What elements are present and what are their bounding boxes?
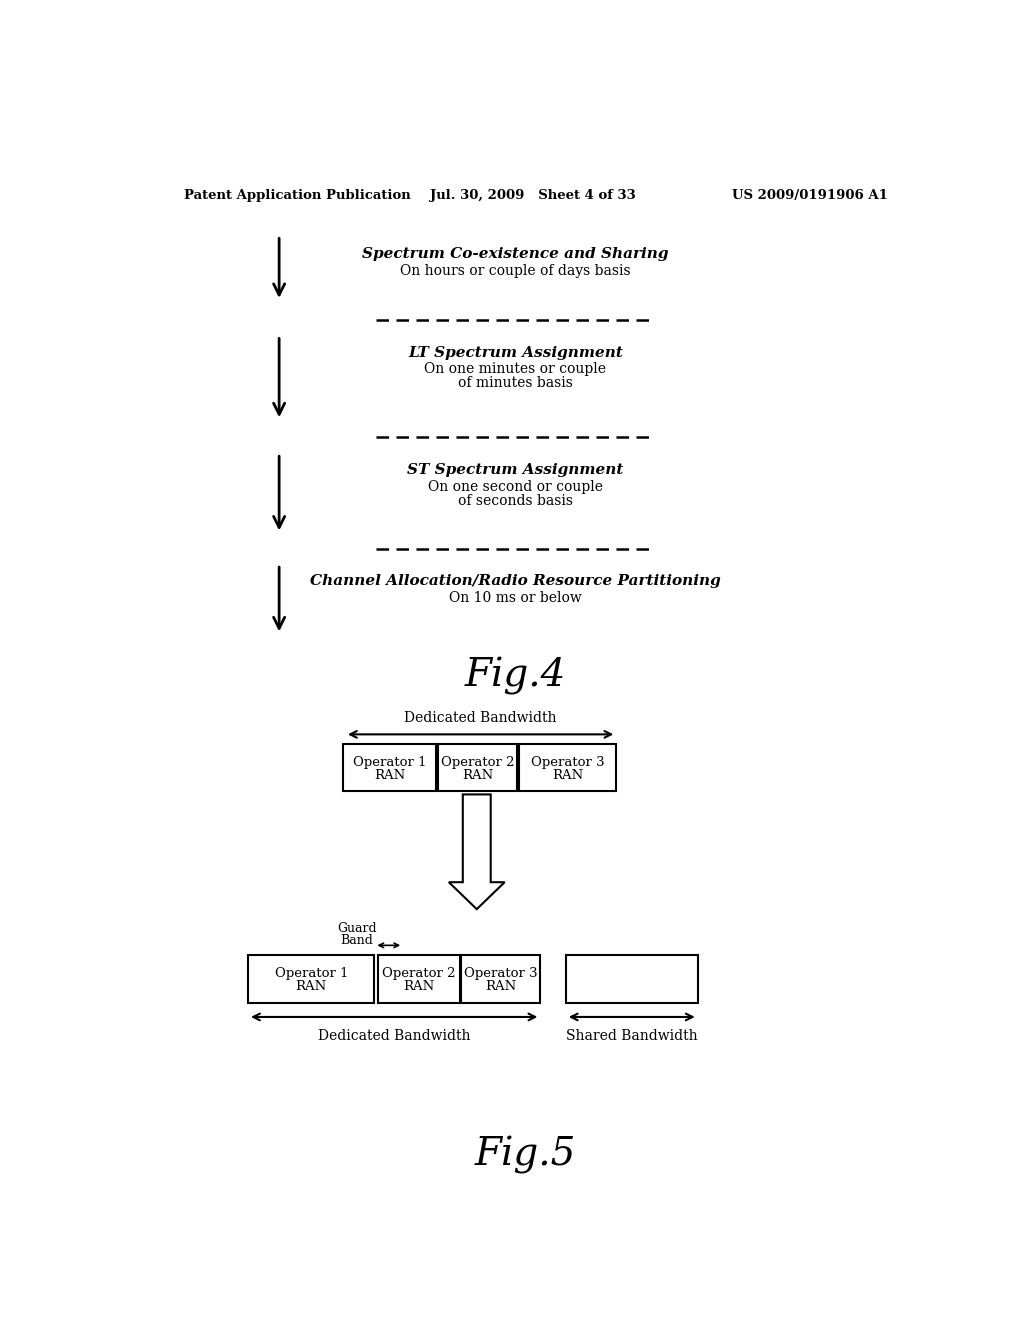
Text: Dedicated Bandwidth: Dedicated Bandwidth bbox=[404, 711, 557, 725]
Text: Operator 1: Operator 1 bbox=[353, 755, 427, 768]
Text: On 10 ms or below: On 10 ms or below bbox=[450, 591, 582, 605]
Bar bbox=[438, 743, 517, 792]
Bar bbox=[378, 956, 460, 1003]
Text: Operator 3: Operator 3 bbox=[530, 755, 604, 768]
Text: On one minutes or couple: On one minutes or couple bbox=[425, 363, 606, 376]
Text: US 2009/0191906 A1: US 2009/0191906 A1 bbox=[732, 189, 889, 202]
Text: Fig.4: Fig.4 bbox=[465, 657, 566, 696]
Text: RAN: RAN bbox=[296, 981, 327, 994]
Text: Operator 2: Operator 2 bbox=[440, 755, 514, 768]
Text: On hours or couple of days basis: On hours or couple of days basis bbox=[400, 264, 631, 279]
Text: Patent Application Publication: Patent Application Publication bbox=[183, 189, 411, 202]
Text: On one second or couple: On one second or couple bbox=[428, 480, 603, 494]
Text: Operator 1: Operator 1 bbox=[274, 968, 348, 981]
Bar bbox=[461, 956, 541, 1003]
Text: of seconds basis: of seconds basis bbox=[458, 494, 573, 508]
Text: Operator 3: Operator 3 bbox=[464, 968, 538, 981]
Text: Spectrum Co-existence and Sharing: Spectrum Co-existence and Sharing bbox=[362, 247, 669, 261]
Text: Jul. 30, 2009   Sheet 4 of 33: Jul. 30, 2009 Sheet 4 of 33 bbox=[430, 189, 636, 202]
Text: RAN: RAN bbox=[403, 981, 434, 994]
Text: of minutes basis: of minutes basis bbox=[458, 376, 573, 391]
Bar bbox=[566, 956, 697, 1003]
Text: Guard: Guard bbox=[337, 921, 377, 935]
Text: Dedicated Bandwidth: Dedicated Bandwidth bbox=[318, 1028, 470, 1043]
Polygon shape bbox=[449, 795, 505, 909]
Text: RAN: RAN bbox=[485, 981, 516, 994]
Text: RAN: RAN bbox=[552, 768, 583, 781]
Text: Shared Bandwidth: Shared Bandwidth bbox=[566, 1028, 697, 1043]
Text: RAN: RAN bbox=[375, 768, 406, 781]
Text: ST Spectrum Assignment: ST Spectrum Assignment bbox=[408, 463, 624, 478]
Text: RAN: RAN bbox=[462, 768, 494, 781]
Text: Band: Band bbox=[340, 935, 373, 948]
Text: Operator 2: Operator 2 bbox=[382, 968, 456, 981]
Bar bbox=[248, 956, 375, 1003]
Text: LT Spectrum Assignment: LT Spectrum Assignment bbox=[408, 346, 623, 359]
Text: Channel Allocation/Radio Resource Partitioning: Channel Allocation/Radio Resource Partit… bbox=[310, 574, 721, 589]
Bar bbox=[518, 743, 616, 792]
Bar bbox=[343, 743, 436, 792]
Text: Fig.5: Fig.5 bbox=[474, 1137, 575, 1175]
